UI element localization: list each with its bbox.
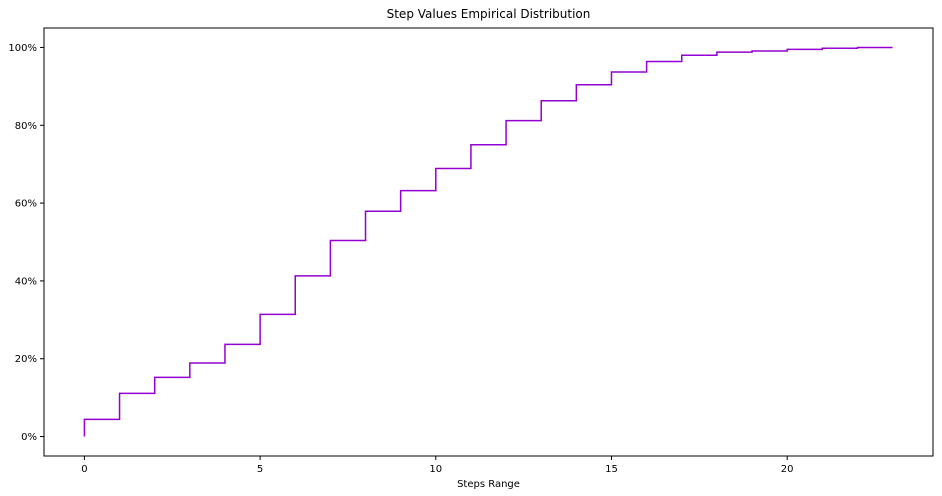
x-axis: 0 5 10 15 20 — [81, 456, 794, 475]
x-tick-label: 5 — [257, 464, 263, 475]
ecdf-step-line — [83, 46, 893, 437]
y-axis: 0% 20% 40% 60% 80% 100% — [8, 43, 44, 443]
plot-area — [43, 27, 934, 457]
y-tick-label: 40% — [15, 276, 37, 287]
x-tick-label: 20 — [781, 464, 794, 475]
x-tick-label: 0 — [81, 464, 87, 475]
x-axis-label: Steps Range — [457, 479, 520, 490]
y-tick-label: 80% — [15, 121, 37, 132]
axes-frame — [43, 27, 934, 457]
x-tick-label: 10 — [429, 464, 442, 475]
y-tick-label: 60% — [15, 199, 37, 210]
y-tick-label: 0% — [21, 432, 37, 443]
y-tick-label: 20% — [15, 354, 37, 365]
y-tick-label: 100% — [8, 43, 37, 54]
x-tick-label: 15 — [605, 464, 618, 475]
chart-title: Step Values Empirical Distribution — [387, 7, 591, 21]
